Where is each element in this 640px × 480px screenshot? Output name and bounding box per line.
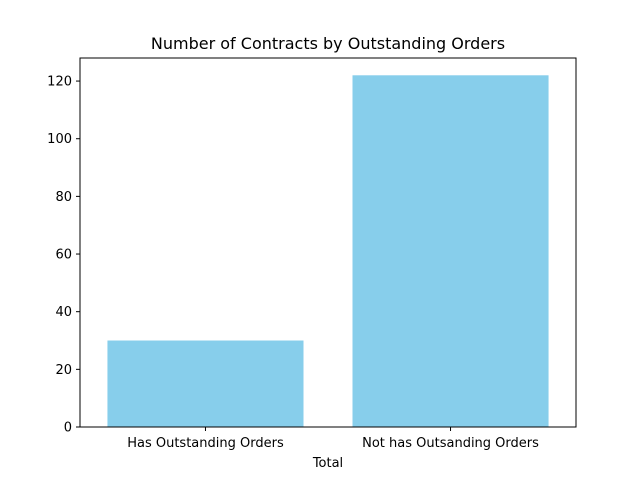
axes-layer [79, 57, 577, 428]
y-tick-label-0: 0 [64, 421, 72, 436]
plot-frame [79, 57, 577, 428]
bar-1 [352, 75, 549, 427]
bar-0 [107, 340, 304, 427]
x-tick-label-0: Has Outstanding Orders [127, 436, 284, 451]
y-tick-label-1: 20 [55, 363, 72, 378]
y-tick-label-3: 60 [55, 248, 72, 263]
y-tick-label-5: 100 [47, 132, 72, 147]
bars-layer [107, 75, 549, 427]
y-tick-label-6: 120 [47, 75, 72, 90]
y-tick-label-2: 40 [55, 305, 72, 320]
x-axis-ticks: Has Outstanding Orders Not has Outsanding… [127, 427, 539, 451]
y-axis-ticks: 0 20 40 60 80 100 120 [47, 75, 80, 436]
x-axis-label: Total [312, 456, 343, 471]
y-tick-label-4: 80 [55, 190, 72, 205]
x-tick-label-1: Not has Outsanding Orders [362, 436, 539, 451]
chart-title: Number of Contracts by Outstanding Order… [151, 34, 505, 53]
